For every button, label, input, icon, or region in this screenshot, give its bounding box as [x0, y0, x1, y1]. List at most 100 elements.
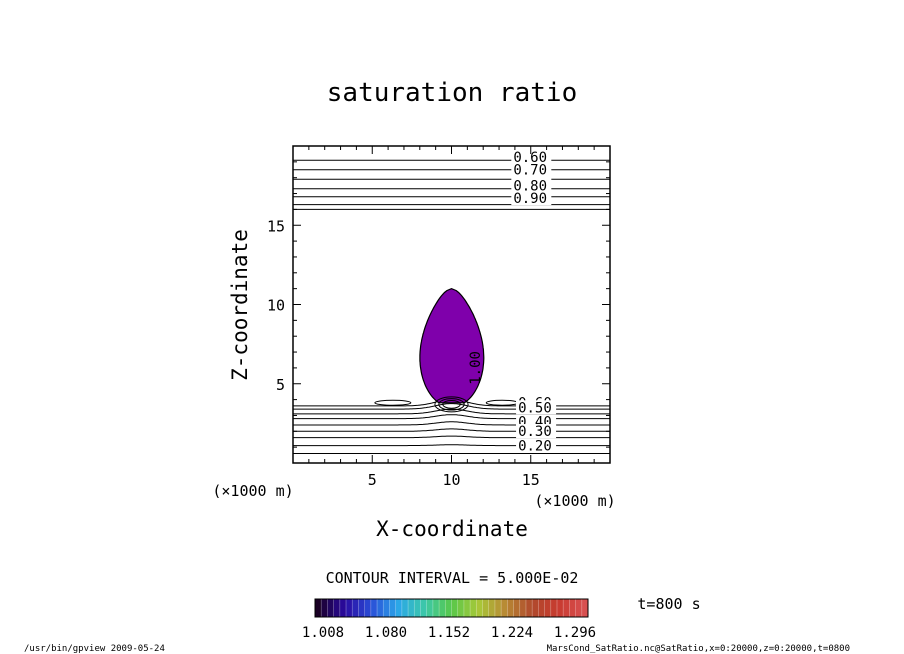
contour-label-bg-2	[511, 178, 552, 193]
colorbar-cell-33	[519, 599, 527, 617]
contour-label-text-1: 0.70	[513, 163, 547, 179]
colorbar-cell-16	[414, 599, 421, 617]
colorbar-cell-42	[575, 599, 583, 617]
left-eddy-contour	[374, 399, 412, 406]
colorbar-cell-19	[432, 599, 440, 617]
colorbar-cell-15	[408, 599, 415, 617]
colorbar-cell-20	[439, 599, 446, 617]
tick-label-group: 5 10 15 5 10 15	[267, 217, 540, 489]
y-tick-label-5: 5	[276, 376, 285, 394]
lower-contour-line-5	[293, 414, 610, 420]
colorbar-cell-11	[383, 599, 390, 617]
colorbar-cell-8	[364, 599, 372, 617]
contour-label-bg-1	[511, 162, 552, 177]
colorbar-cell-21	[445, 599, 452, 617]
colorbar	[314, 599, 589, 617]
plume-base-contours	[374, 396, 519, 413]
x-tick-label-15: 15	[522, 471, 540, 489]
contour-label-3: 0.90	[511, 191, 552, 207]
x-axis-label: X-coordinate	[376, 517, 528, 541]
contour-label-8: 0.30	[516, 424, 557, 440]
plume-base-ring-1	[438, 398, 465, 411]
colorbar-cell-39	[556, 599, 564, 617]
contour-label-0: 0.60	[511, 149, 552, 166]
colorbar-cell-3	[333, 599, 341, 617]
lower-contour-line-4	[293, 421, 610, 426]
contour-label-bg-3	[511, 191, 552, 206]
colorbar-cell-13	[395, 599, 403, 617]
lower-contour-line-6	[293, 408, 610, 415]
x-axis-unit: (×1000 m)	[534, 492, 615, 510]
contour-label-text-2: 0.80	[513, 178, 547, 194]
contour-label-group: 0.600.700.800.901.000.600.500.400.300.20	[468, 149, 557, 454]
colorbar-cell-37	[544, 599, 552, 617]
colorbar-cell-23	[457, 599, 465, 617]
colorbar-cell-25	[470, 599, 477, 617]
axis-ticks	[293, 146, 610, 463]
contour-label-text-9: 0.20	[518, 438, 552, 454]
supersaturated-plume	[419, 287, 485, 405]
colorbar-cell-12	[389, 599, 397, 617]
contour-label-9: 0.20	[516, 438, 557, 454]
colorbar-cell-1	[321, 599, 328, 617]
contour-label-4: 1.00	[468, 351, 484, 385]
contour-label-text-4: 1.00	[468, 351, 484, 385]
y-axis-unit: (×1000 m)	[212, 482, 293, 500]
colorbar-tick-label-4: 1.296	[554, 625, 596, 641]
colorbar-cell-30	[501, 599, 508, 617]
colorbar-cell-24	[463, 599, 471, 617]
contour-label-2: 0.80	[511, 178, 552, 194]
contour-label-1: 0.70	[511, 162, 552, 179]
y-axis-label: Z-coordinate	[228, 229, 252, 381]
contour-label-text-3: 0.90	[513, 191, 547, 207]
colorbar-cell-29	[494, 599, 502, 617]
contour-label-bg-9	[516, 438, 557, 453]
contour-label-text-6: 0.50	[518, 400, 552, 416]
footer-program-info: /usr/bin/gpview 2009-05-24	[24, 644, 165, 654]
colorbar-cell-6	[352, 599, 359, 617]
colorbar-cell-9	[370, 599, 378, 617]
colorbar-cell-4	[339, 599, 347, 617]
contour-interval-text: CONTOUR INTERVAL = 5.000E-02	[326, 569, 579, 587]
colorbar-tick-label-1: 1.080	[365, 625, 407, 641]
colorbar-cell-14	[401, 599, 409, 617]
plume-base-ring-0	[442, 399, 461, 409]
colorbar-cell-40	[563, 599, 570, 617]
colorbar-cell-18	[426, 599, 434, 617]
colorbar-cell-34	[525, 599, 533, 617]
colorbar-cell-38	[550, 599, 558, 617]
contour-label-text-8: 0.30	[518, 424, 552, 440]
contour-label-bg-6	[516, 400, 557, 415]
footer-file-info: MarsCond_SatRatio.nc@SatRatio,x=0:20000,…	[547, 644, 850, 654]
colorbar-cell-27	[482, 599, 490, 617]
lower-contour-line-7	[293, 403, 610, 410]
x-tick-label-10: 10	[442, 471, 460, 489]
colorbar-tick-labels: 1.008 1.080 1.152 1.224 1.296	[302, 625, 596, 641]
colorbar-cell-22	[451, 599, 459, 617]
colorbar-cell-43	[581, 599, 589, 617]
contour-label-bg-0	[511, 149, 552, 164]
colorbar-cell-0	[315, 599, 322, 617]
x-tick-label-5: 5	[368, 471, 377, 489]
colorbar-tick-label-3: 1.224	[491, 625, 533, 641]
plot-area: 0.600.700.800.901.000.600.500.400.300.20	[293, 149, 610, 454]
colorbar-cell-10	[377, 599, 384, 617]
colorbar-cell-17	[420, 599, 428, 617]
colorbar-cell-7	[358, 599, 366, 617]
chart-title: saturation ratio	[327, 78, 577, 108]
contour-label-6: 0.50	[516, 400, 557, 416]
y-tick-label-15: 15	[267, 217, 285, 235]
lower-contour-group	[293, 399, 610, 454]
colorbar-cell-36	[538, 599, 545, 617]
colorbar-cell-35	[532, 599, 539, 617]
colorbar-cell-32	[513, 599, 521, 617]
colorbar-cell-28	[488, 599, 496, 617]
lower-contour-line-3	[293, 428, 610, 432]
colorbar-tick-label-2: 1.152	[428, 625, 470, 641]
upper-contour-group	[293, 159, 610, 210]
colorbar-cell-26	[476, 599, 483, 617]
time-stamp: t=800 s	[637, 595, 700, 613]
colorbar-frame	[314, 598, 589, 618]
colorbar-cell-2	[327, 599, 335, 617]
